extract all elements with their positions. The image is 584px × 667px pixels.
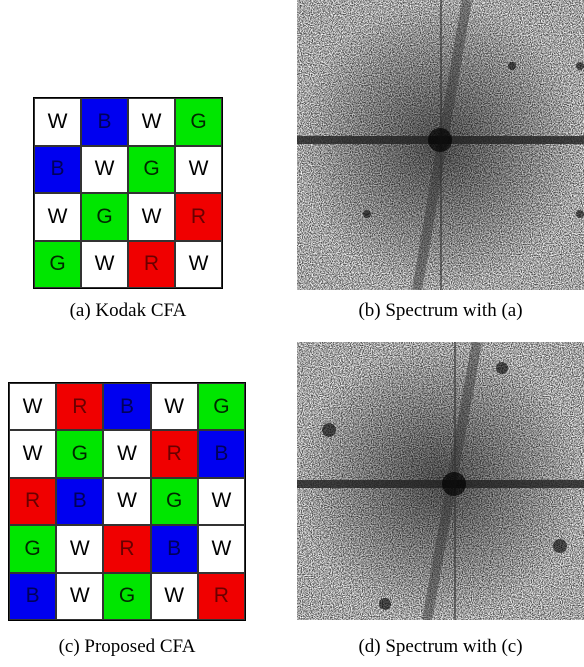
cfa-cell: W — [81, 241, 128, 289]
figure: WBWGBWGWWGWRGWRW (a) Kodak CFA (b) Spect… — [0, 0, 584, 667]
cfa-cell: B — [103, 383, 150, 430]
cfa-cell: W — [198, 525, 245, 572]
caption: (c) Proposed CFA — [8, 636, 246, 658]
cfa-cell: W — [175, 241, 222, 289]
cfa-cell: B — [9, 573, 56, 620]
cfa-cell: W — [81, 146, 128, 194]
caption: (b) Spectrum with (a) — [297, 300, 584, 322]
cfa-cell: W — [9, 383, 56, 430]
cfa-cell: G — [103, 573, 150, 620]
cfa-cell: W — [34, 98, 81, 146]
cfa-cell: W — [103, 430, 150, 477]
cfa-cell: W — [198, 478, 245, 525]
cfa-cell: G — [9, 525, 56, 572]
cfa-cell: R — [151, 430, 198, 477]
cfa-cell: G — [34, 241, 81, 289]
cfa-cell: B — [198, 430, 245, 477]
cfa-cell: W — [128, 98, 175, 146]
cfa-cell: G — [128, 146, 175, 194]
cfa-cell: R — [9, 478, 56, 525]
cfa-cell: G — [175, 98, 222, 146]
cfa-cell: G — [81, 193, 128, 241]
cfa-cell: R — [175, 193, 222, 241]
cfa-cell: R — [103, 525, 150, 572]
cfa-cell: W — [151, 383, 198, 430]
cfa-cell: B — [151, 525, 198, 572]
spectrum-image — [297, 342, 584, 620]
caption: (a) Kodak CFA — [33, 300, 223, 322]
cfa-cell: G — [198, 383, 245, 430]
cfa-cell: W — [151, 573, 198, 620]
cfa-cell: R — [128, 241, 175, 289]
cfa-cell: W — [175, 146, 222, 194]
cfa-cell: W — [56, 573, 103, 620]
cfa-cell: R — [56, 383, 103, 430]
cfa-cell: W — [128, 193, 175, 241]
caption: (d) Spectrum with (c) — [297, 636, 584, 658]
cfa-cell: B — [34, 146, 81, 194]
cfa-cell: G — [151, 478, 198, 525]
cfa-cell: B — [56, 478, 103, 525]
cfa-cell: G — [56, 430, 103, 477]
cfa-cell: W — [56, 525, 103, 572]
cfa-cell: W — [34, 193, 81, 241]
cfa-cell: W — [103, 478, 150, 525]
cfa-cell: B — [81, 98, 128, 146]
cfa-cell: W — [9, 430, 56, 477]
spectrum-image — [297, 0, 584, 290]
cfa-cell: R — [198, 573, 245, 620]
